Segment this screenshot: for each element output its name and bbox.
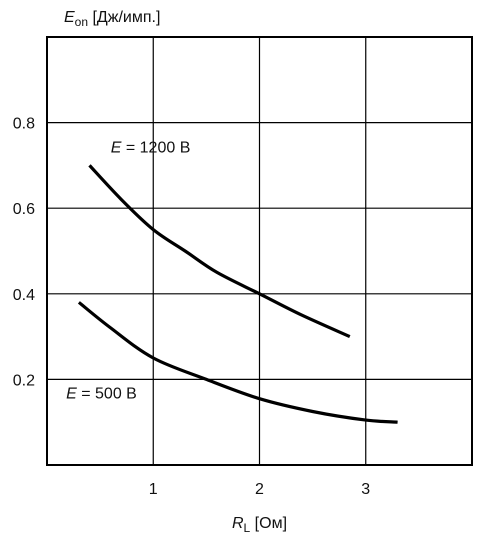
y-axis-unit: [Дж/имп.] xyxy=(88,9,160,26)
y-axis-symbol: E xyxy=(64,9,75,26)
series-label-500v-symbol: E xyxy=(66,386,77,403)
series-label-1200v-text: = 1200 В xyxy=(121,140,190,157)
series-label-500v: E = 500 В xyxy=(66,386,137,403)
series-line-1200v xyxy=(88,164,351,339)
x-axis-symbol: R xyxy=(232,515,244,532)
tick-labels: 1 2 3 0.2 0.4 0.6 0.8 xyxy=(13,116,371,498)
x-tick-label: 1 xyxy=(149,481,158,498)
x-axis-subscript: L xyxy=(244,521,251,535)
x-axis-unit: [Ом] xyxy=(250,515,287,532)
y-tick-label: 0.4 xyxy=(13,287,35,304)
series-label-500v-text: = 500 В xyxy=(77,386,137,403)
x-tick-label: 3 xyxy=(361,481,370,498)
y-tick-label: 0.6 xyxy=(13,201,35,218)
plot-frame xyxy=(46,36,473,466)
series-line-500v xyxy=(77,301,398,424)
x-axis-title: RL [Ом] xyxy=(232,515,287,535)
x-tick-label: 2 xyxy=(255,481,264,498)
series-layer xyxy=(77,164,398,424)
series-label-1200v-symbol: E xyxy=(111,140,122,157)
y-axis-title: Eon [Дж/имп.] xyxy=(64,9,160,29)
y-tick-label: 0.8 xyxy=(13,116,35,133)
series-label-1200v: E = 1200 В xyxy=(111,140,191,157)
y-axis-subscript: on xyxy=(75,15,88,29)
y-tick-label: 0.2 xyxy=(13,372,35,389)
